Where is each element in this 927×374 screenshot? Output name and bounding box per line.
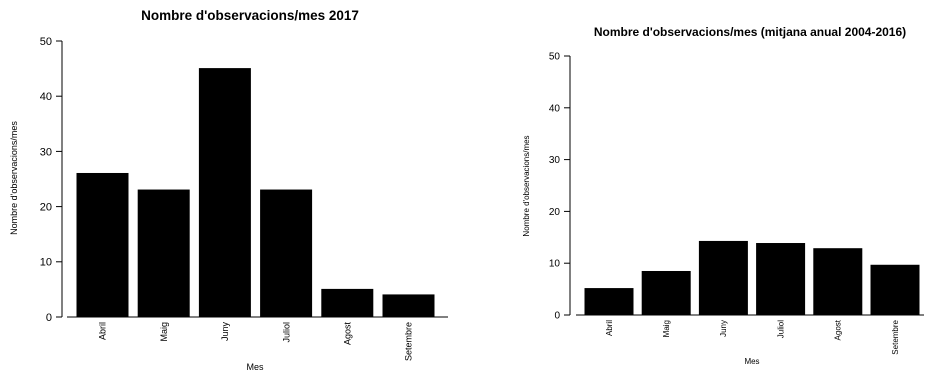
chart-average-y-tick-label: 40 <box>549 103 561 114</box>
chart-average-bar-setembre <box>870 264 920 316</box>
chart-average-y-tick-label: 10 <box>549 259 561 270</box>
chart-average-title: Nombre d'observacions/mes (mitjana anual… <box>594 25 906 39</box>
chart-2017-xlabel: Mes <box>246 362 264 372</box>
chart-average-ylabel: Nombre d'observacions/mes <box>522 135 531 236</box>
chart-average-x-tick-label: Setembre <box>891 319 900 354</box>
chart-2017-y-tick-label: 10 <box>40 257 52 269</box>
chart-average-y-tick-label: 30 <box>549 155 561 166</box>
chart-2017-bar-setembre <box>382 294 435 318</box>
chart-average-bar-juliol <box>756 243 806 316</box>
chart-2017-x-tick-label: Maig <box>159 322 169 342</box>
chart-2017-y-tick-label: 20 <box>40 201 52 213</box>
chart-average-bar-maig <box>641 270 691 316</box>
chart-average-bar-juny <box>698 240 748 316</box>
chart-average-xlabel: Mes <box>744 357 759 366</box>
chart-2017-ylabel: Nombre d'observacions/mes <box>9 121 19 235</box>
chart-2017-title: Nombre d'observacions/mes 2017 <box>141 8 359 23</box>
chart-average-bar-agost <box>813 248 863 316</box>
chart-2017-x-tick-label: Setembre <box>404 322 414 361</box>
chart-average-bar-abril <box>584 288 634 316</box>
chart-average-x-tick-label: Agost <box>834 319 843 340</box>
chart-2017-y-axis: 0 10 20 30 40 50 <box>40 36 63 324</box>
chart-2017-bars <box>76 68 435 318</box>
chart-2017-bar-juliol <box>260 189 313 318</box>
chart-2017-y-tick-label: 50 <box>40 36 52 48</box>
chart-2017-x-tick-label: Juliol <box>281 322 291 343</box>
chart-average-x-ticks: Abril Maig Juny Juliol Agost Setembre <box>605 319 900 354</box>
chart-2017-bar-abril <box>76 172 129 318</box>
chart-average-y-tick-label: 20 <box>549 207 561 218</box>
chart-2017-bar-agost <box>321 288 374 318</box>
chart-average-y-tick-label: 0 <box>554 311 560 322</box>
chart-average-x-tick-label: Juny <box>719 320 728 337</box>
chart-average-x-tick-label: Maig <box>662 320 671 337</box>
chart-2017-y-tick-label: 0 <box>46 312 52 324</box>
chart-2017-x-tick-label: Juny <box>220 322 230 342</box>
chart-2017-bar-juny <box>198 68 251 318</box>
chart-average-y-axis: 0 10 20 30 40 50 <box>549 52 571 322</box>
chart-2017-y-tick-label: 40 <box>40 91 52 103</box>
chart-2017-y-tick-label: 30 <box>40 146 52 158</box>
chart-average-y-tick-label: 50 <box>549 52 561 63</box>
chart-2017-bar-maig <box>137 189 190 318</box>
chart-average-x-tick-label: Juliol <box>776 320 785 338</box>
chart-average: Nombre d'observacions/mes (mitjana anual… <box>522 25 924 366</box>
chart-average-x-tick-label: Abril <box>605 320 614 336</box>
chart-average-bars <box>584 240 920 316</box>
chart-2017-x-tick-label: Abril <box>98 322 108 340</box>
chart-2017-x-ticks: Abril Maig Juny Juliol Agost Setembre <box>98 322 414 362</box>
chart-2017: Nombre d'observacions/mes 2017 Nombre d'… <box>9 8 448 372</box>
chart-2017-x-tick-label: Agost <box>342 322 352 346</box>
